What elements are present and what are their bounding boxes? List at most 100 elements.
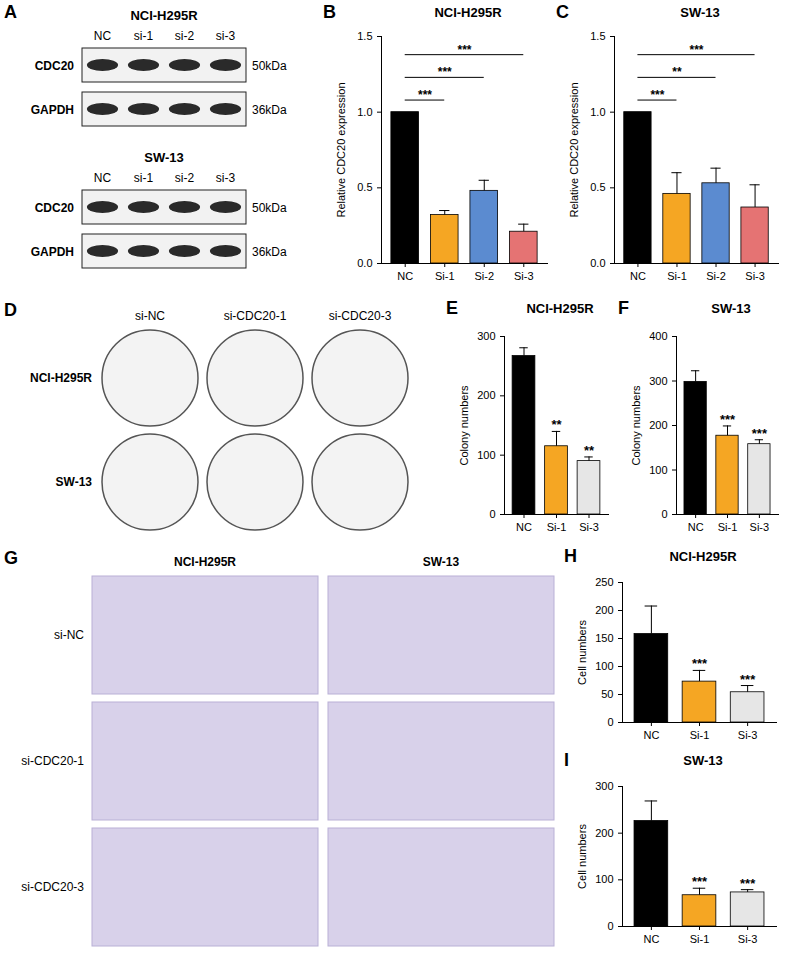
svg-text:NC: NC	[688, 521, 704, 533]
svg-text:si-1: si-1	[134, 29, 154, 43]
svg-text:Si-3: Si-3	[514, 270, 534, 282]
svg-text:0.0: 0.0	[357, 257, 372, 269]
svg-text:Relative CDC20 expression: Relative CDC20 expression	[568, 82, 580, 217]
svg-text:36kDa: 36kDa	[252, 103, 287, 117]
svg-text:***: ***	[740, 672, 756, 687]
svg-text:200: 200	[649, 419, 667, 431]
svg-text:Si-1: Si-1	[547, 521, 567, 533]
svg-text:1.5: 1.5	[357, 30, 372, 42]
svg-text:si-2: si-2	[175, 29, 195, 43]
svg-text:NCI-H295R: NCI-H295R	[130, 8, 198, 23]
svg-text:Si-3: Si-3	[579, 521, 599, 533]
svg-text:50kDa: 50kDa	[252, 201, 287, 215]
svg-text:GAPDH: GAPDH	[31, 103, 74, 117]
svg-text:0: 0	[489, 508, 495, 520]
svg-text:NC: NC	[516, 521, 532, 533]
html-text:NCI-H295R: NCI-H295R	[526, 301, 594, 316]
svg-text:Si-2: Si-2	[706, 270, 726, 282]
svg-text:**: **	[672, 65, 682, 79]
svg-text:***: ***	[720, 412, 736, 427]
svg-text:0: 0	[607, 920, 613, 932]
svg-text:Si-1: Si-1	[435, 270, 455, 282]
svg-text:**: **	[584, 443, 595, 458]
svg-text:NC: NC	[94, 171, 112, 185]
svg-text:250: 250	[595, 576, 613, 588]
svg-text:0: 0	[661, 508, 667, 520]
svg-text:***: ***	[752, 426, 768, 441]
svg-text:si-1: si-1	[134, 171, 154, 185]
svg-text:Colony numbers: Colony numbers	[630, 385, 642, 466]
svg-text:150: 150	[595, 632, 613, 644]
svg-text:50: 50	[601, 688, 613, 700]
svg-text:si-3: si-3	[216, 29, 236, 43]
html-text:NCI-H295R: NCI-H295R	[434, 5, 502, 20]
svg-text:Si-3: Si-3	[738, 729, 758, 741]
svg-text:0: 0	[607, 716, 613, 728]
svg-text:Si-3: Si-3	[745, 270, 765, 282]
svg-text:NC: NC	[630, 270, 646, 282]
svg-text:36kDa: 36kDa	[252, 245, 287, 259]
svg-text:300: 300	[649, 375, 667, 387]
svg-text:100: 100	[595, 873, 613, 885]
svg-text:CDC20: CDC20	[35, 201, 75, 215]
svg-text:Si-1: Si-1	[690, 729, 710, 741]
svg-text:si-CDC20-1: si-CDC20-1	[224, 309, 287, 323]
svg-text:100: 100	[595, 660, 613, 672]
svg-text:***: ***	[438, 65, 452, 79]
svg-text:300: 300	[477, 330, 495, 342]
svg-text:Relative CDC20 expression: Relative CDC20 expression	[335, 82, 347, 217]
svg-text:Si-1: Si-1	[718, 521, 738, 533]
svg-text:1.5: 1.5	[590, 30, 605, 42]
svg-text:si-3: si-3	[216, 171, 236, 185]
html-text:SW-13: SW-13	[711, 301, 751, 316]
svg-text:0.0: 0.0	[590, 257, 605, 269]
svg-text:NC: NC	[94, 29, 112, 43]
svg-text:si-CDC20-1: si-CDC20-1	[21, 754, 84, 768]
html-text:NCI-H295R: NCI-H295R	[669, 549, 737, 564]
svg-text:Si-3: Si-3	[738, 933, 758, 945]
svg-text:200: 200	[477, 389, 495, 401]
svg-text:GAPDH: GAPDH	[31, 245, 74, 259]
svg-text:si-2: si-2	[175, 171, 195, 185]
svg-text:Cell numbers: Cell numbers	[576, 824, 588, 889]
svg-text:100: 100	[649, 464, 667, 476]
html-text:SW-13: SW-13	[680, 5, 720, 20]
svg-text:si-NC: si-NC	[54, 628, 84, 642]
svg-text:NC: NC	[643, 933, 659, 945]
svg-text:200: 200	[595, 604, 613, 616]
svg-text:**: **	[551, 417, 562, 432]
svg-text:Si-1: Si-1	[690, 933, 710, 945]
svg-text:NC: NC	[397, 270, 413, 282]
svg-text:NCI-H295R: NCI-H295R	[30, 371, 92, 385]
svg-text:***: ***	[457, 43, 471, 57]
svg-text:Colony numbers: Colony numbers	[458, 385, 470, 466]
svg-text:si-CDC20-3: si-CDC20-3	[21, 880, 84, 894]
svg-text:400: 400	[649, 330, 667, 342]
svg-text:Si-3: Si-3	[750, 521, 770, 533]
svg-text:SW-13: SW-13	[423, 555, 460, 569]
svg-text:Cell numbers: Cell numbers	[576, 620, 588, 685]
svg-text:1.0: 1.0	[357, 106, 372, 118]
svg-text:0.5: 0.5	[357, 181, 372, 193]
svg-text:SW-13: SW-13	[56, 475, 93, 489]
svg-text:***: ***	[650, 88, 664, 102]
svg-text:50kDa: 50kDa	[252, 59, 287, 73]
svg-text:1.0: 1.0	[590, 106, 605, 118]
svg-text:CDC20: CDC20	[35, 59, 75, 73]
svg-text:0.5: 0.5	[590, 181, 605, 193]
svg-text:NCI-H295R: NCI-H295R	[174, 555, 236, 569]
svg-text:***: ***	[740, 876, 756, 891]
svg-text:si-CDC20-3: si-CDC20-3	[329, 309, 392, 323]
svg-text:***: ***	[692, 656, 708, 671]
svg-text:si-NC: si-NC	[135, 309, 165, 323]
svg-text:NC: NC	[643, 729, 659, 741]
svg-text:100: 100	[477, 449, 495, 461]
svg-text:300: 300	[595, 780, 613, 792]
svg-text:***: ***	[689, 43, 703, 57]
svg-text:200: 200	[595, 827, 613, 839]
svg-text:Si-2: Si-2	[474, 270, 494, 282]
svg-text:Si-1: Si-1	[667, 270, 687, 282]
svg-text:***: ***	[692, 874, 708, 889]
svg-text:***: ***	[418, 88, 432, 102]
svg-text:SW-13: SW-13	[144, 150, 183, 165]
